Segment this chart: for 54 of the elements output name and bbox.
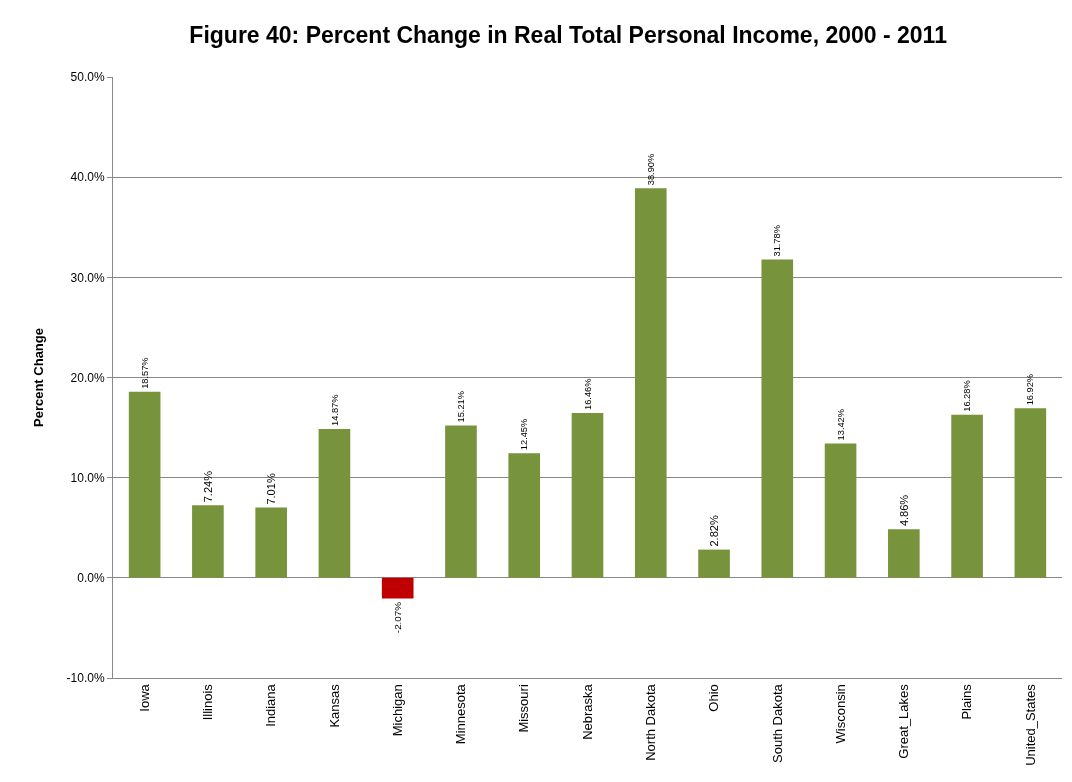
bar xyxy=(571,412,604,578)
bar xyxy=(318,428,351,578)
x-tick-label: Illinois xyxy=(200,683,216,721)
x-tick-label: Missouri xyxy=(516,684,532,733)
data-label: 4.86% xyxy=(897,494,910,527)
data-label: 15.21% xyxy=(456,391,467,423)
chart-title: Figure 40: Percent Change in Real Total Personal Income, 2000 - 2011 xyxy=(189,22,948,49)
bar xyxy=(824,443,857,578)
x-tick-label: Michigan xyxy=(389,684,405,737)
data-label: 14.87% xyxy=(329,394,340,426)
data-label: 18.57% xyxy=(139,357,150,389)
data-label: 16.92% xyxy=(1025,373,1036,406)
data-label: 7.24% xyxy=(201,470,214,503)
y-tick-label: 40.0% xyxy=(70,170,105,185)
data-label: 12.45% xyxy=(519,418,530,451)
data-label: 16.46% xyxy=(582,378,593,410)
y-tick-label: -10.0% xyxy=(66,671,105,686)
data-label: 38.90% xyxy=(645,153,656,186)
y-tick-label: 0.0% xyxy=(77,571,105,586)
x-tick-label: Great_Lakes xyxy=(896,683,912,759)
bar xyxy=(381,577,414,599)
x-tick-label: Kansas xyxy=(326,683,342,728)
bar xyxy=(192,505,224,578)
x-tick-label: United_States xyxy=(1022,683,1038,766)
data-label: 7.01% xyxy=(264,473,277,505)
y-tick-label: 20.0% xyxy=(70,370,105,385)
y-tick-label: 50.0% xyxy=(70,70,105,85)
y-tick-label: 30.0% xyxy=(70,270,105,285)
data-label: -2.07% xyxy=(392,601,403,634)
x-tick-label: North Dakota xyxy=(642,683,658,761)
x-tick-label: South Dakota xyxy=(769,683,785,763)
bar xyxy=(888,529,920,578)
data-label: 2.82% xyxy=(707,515,720,547)
bar xyxy=(508,453,541,578)
bar xyxy=(951,414,983,578)
x-tick-label: Iowa xyxy=(136,683,152,712)
y-axis-title: Percent Change xyxy=(30,328,46,427)
bar xyxy=(634,188,667,578)
x-tick-label: Indiana xyxy=(263,683,279,727)
bar xyxy=(255,507,287,578)
data-label: 13.42% xyxy=(835,409,846,441)
x-tick-label: Minnesota xyxy=(453,683,469,745)
y-tick-label: 10.0% xyxy=(70,470,105,485)
data-label: 16.28% xyxy=(962,380,973,412)
bar xyxy=(1014,408,1047,578)
x-tick-label: Wisconsin xyxy=(832,684,848,744)
x-tick-label: Plains xyxy=(959,683,975,720)
bar xyxy=(761,259,794,578)
x-tick-label: Nebraska xyxy=(579,683,595,740)
bar xyxy=(698,549,730,578)
bar xyxy=(128,391,161,578)
bar xyxy=(445,425,477,578)
x-tick-label: Ohio xyxy=(706,684,722,712)
data-label: 31.78% xyxy=(772,225,783,257)
